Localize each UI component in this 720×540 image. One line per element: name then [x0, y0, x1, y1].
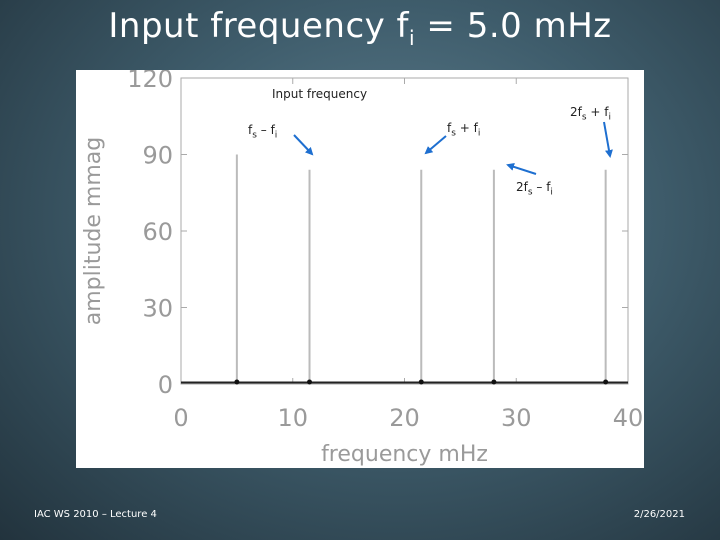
- title-value: = 5.0 mHz: [415, 6, 612, 46]
- annotation-2fs-minus-fi: 2fs – fi: [516, 180, 553, 198]
- x-tick-label: 10: [277, 404, 308, 432]
- x-tick-label: 0: [173, 404, 188, 432]
- annotation-input-frequency: Input frequency: [272, 87, 368, 101]
- arrow-2fs-plus-fi: [603, 121, 613, 158]
- spectrum-chart: 0 10 20 30 40 0 30 60 90 120 frequency mHz amplitud…: [76, 70, 644, 468]
- arrow-fs-plus-fi: [424, 135, 447, 155]
- x-tick-label: 30: [501, 404, 532, 432]
- peak-base-point: [234, 379, 240, 385]
- arrow-2fs-minus-fi: [506, 163, 537, 175]
- x-axis-label: frequency mHz: [321, 442, 488, 467]
- x-tick-label: 40: [613, 404, 644, 432]
- y-tick-label: 90: [142, 142, 173, 170]
- peak-base-point: [491, 379, 497, 385]
- chart-svg: 0 10 20 30 40 0 30 60 90 120 frequency mHz amplitud…: [81, 70, 644, 467]
- y-tick-label: 30: [142, 295, 173, 323]
- y-tick-label: 60: [142, 218, 173, 246]
- title-subscript: i: [409, 25, 416, 50]
- x-tick-label: 20: [389, 404, 420, 432]
- annotation-2fs-plus-fi: 2fs + fi: [570, 105, 611, 123]
- annotation-fs-plus-fi: fs + fi: [447, 121, 481, 139]
- peak-base-point: [418, 379, 424, 385]
- peak-base-point: [307, 379, 313, 385]
- title-text: Input frequency f: [108, 6, 410, 46]
- peak-base-point: [603, 379, 609, 385]
- y-tick-label: 0: [158, 371, 173, 399]
- footer-date: 2/26/2021: [633, 509, 685, 520]
- arrow-fs-minus-fi: [293, 134, 314, 156]
- annotation-fs-minus-fi: fs – fi: [248, 123, 278, 141]
- y-axis-label: amplitude mmag: [81, 137, 106, 325]
- footer-course-label: IAC WS 2010 – Lecture 4: [34, 509, 157, 520]
- y-tick-label: 120: [127, 70, 173, 93]
- slide-title: Input frequency fi = 5.0 mHz: [0, 6, 720, 50]
